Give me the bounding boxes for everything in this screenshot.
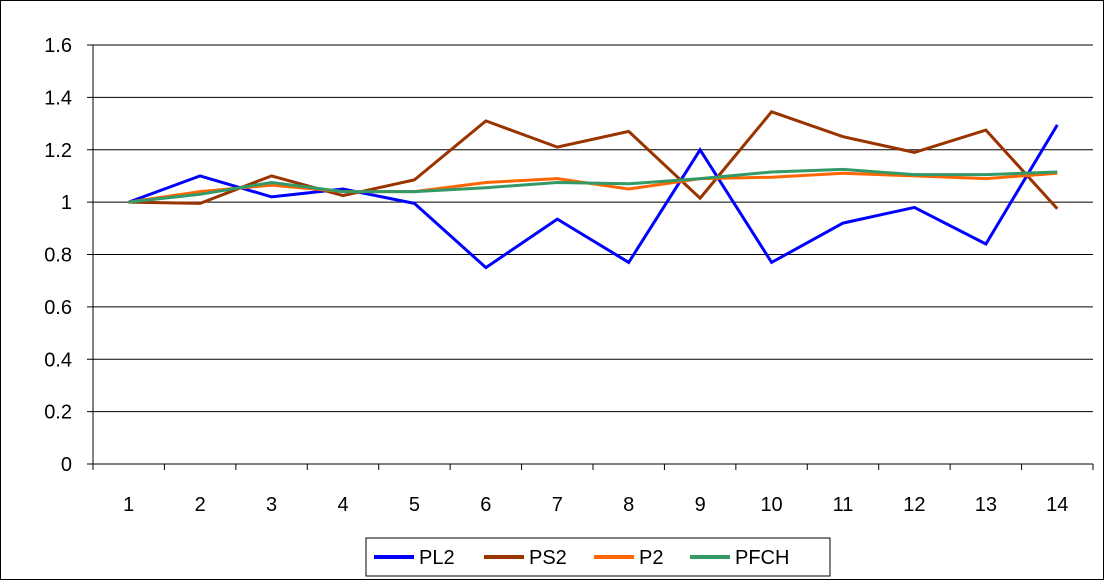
- x-tick-label: 4: [337, 494, 348, 516]
- x-tick-labels: 1 2 3 4 5 6 7 8 9 10 11 12 13 14: [123, 494, 1068, 516]
- x-tick-label: 13: [975, 494, 997, 516]
- x-tick-label: 12: [903, 494, 925, 516]
- legend-label-pfch: PFCH: [735, 547, 789, 569]
- x-tick-label: 5: [409, 494, 420, 516]
- series-line-pfch: [128, 167, 1058, 204]
- x-tick-label: 10: [760, 494, 782, 516]
- grid-lines: [93, 44, 1093, 413]
- x-tick-label: 8: [623, 494, 634, 516]
- series-line-pl2: [128, 124, 1059, 270]
- x-tick-label: 14: [1046, 494, 1068, 516]
- x-tick-label: 9: [695, 494, 706, 516]
- x-tick-label: 6: [480, 494, 491, 516]
- y-tick-label: 1: [61, 192, 72, 214]
- legend-label-p2: P2: [639, 547, 663, 569]
- y-tick-label: 0: [61, 454, 72, 476]
- y-tick-label: 1.4: [44, 87, 72, 109]
- y-tick-labels: 0 0.2 0.4 0.6 0.8 1 1.2 1.4 1.6: [44, 35, 72, 476]
- x-tick-label: 3: [266, 494, 277, 516]
- x-tick-label: 1: [123, 494, 134, 516]
- legend-label-ps2: PS2: [529, 547, 567, 569]
- legend-label-pl2: PL2: [419, 547, 455, 569]
- series-lines: [128, 110, 1059, 270]
- y-tick-label: 0.8: [44, 245, 72, 267]
- x-tick-label: 11: [833, 494, 854, 516]
- series-line-ps2: [128, 110, 1059, 210]
- y-tick-label: 0.6: [44, 297, 72, 319]
- y-tick-label: 0.2: [44, 402, 72, 424]
- y-tick-label: 1.6: [44, 35, 72, 57]
- x-tick-label: 7: [552, 494, 563, 516]
- axes: [87, 44, 1094, 470]
- x-tick-label: 2: [195, 494, 206, 516]
- y-tick-label: 1.2: [44, 140, 72, 162]
- legend: PL2 PS2 P2 PFCH: [365, 537, 831, 577]
- y-tick-label: 0.4: [44, 349, 72, 371]
